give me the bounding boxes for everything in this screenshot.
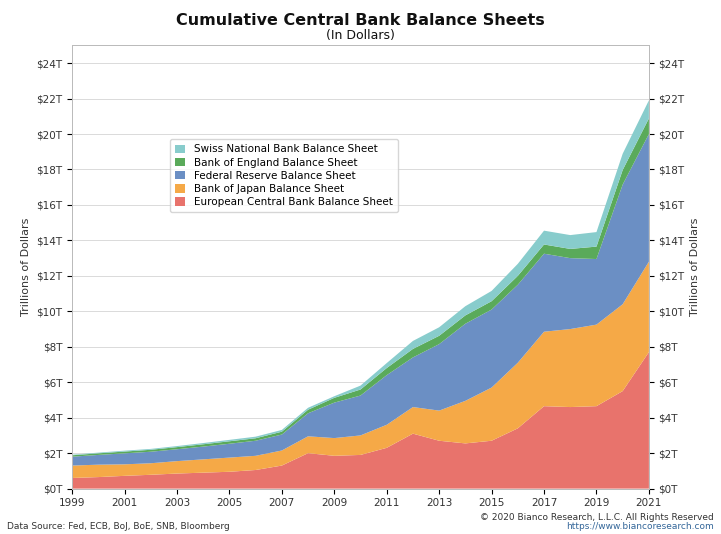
Text: © 2020 Bianco Research, L.L.C. All Rights Reserved: © 2020 Bianco Research, L.L.C. All Right… <box>480 513 714 522</box>
Legend: Swiss National Bank Balance Sheet, Bank of England Balance Sheet, Federal Reserv: Swiss National Bank Balance Sheet, Bank … <box>169 139 398 212</box>
Text: (In Dollars): (In Dollars) <box>326 29 395 42</box>
Text: Cumulative Central Bank Balance Sheets: Cumulative Central Bank Balance Sheets <box>176 13 545 28</box>
Text: Data Source: Fed, ECB, BoJ, BoE, SNB, Bloomberg: Data Source: Fed, ECB, BoJ, BoE, SNB, Bl… <box>7 522 230 531</box>
Y-axis label: Trillions of Dollars: Trillions of Dollars <box>690 218 700 316</box>
Text: https://www.biancoresearch.com: https://www.biancoresearch.com <box>566 522 714 531</box>
Y-axis label: Trillions of Dollars: Trillions of Dollars <box>21 218 31 316</box>
